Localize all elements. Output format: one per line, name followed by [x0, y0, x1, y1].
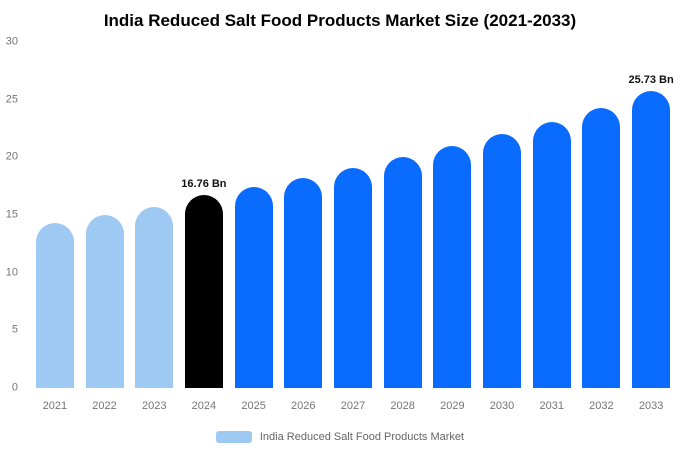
bar-slot-2026: 2026 [278, 42, 328, 412]
bar-2030 [483, 134, 522, 388]
bar-slot-2022: 2022 [80, 42, 130, 412]
bar-slot-2021: 2021 [30, 42, 80, 412]
bar-2021 [35, 223, 74, 388]
bar-2032 [582, 107, 621, 388]
bar-slot-2032: 2032 [577, 42, 627, 412]
x-axis-label-2027: 2027 [340, 400, 366, 412]
bar-slot-2023: 2023 [129, 42, 179, 412]
bar-slot-2031: 2031 [527, 42, 577, 412]
bar-2031 [532, 121, 571, 388]
bar-2027 [333, 167, 372, 388]
bar-2025 [234, 187, 273, 388]
y-axis-tick-label: 20 [5, 150, 18, 163]
x-axis-label-2025: 2025 [241, 400, 266, 412]
x-axis-label-2028: 2028 [390, 400, 415, 412]
x-axis-label-2032: 2032 [589, 400, 614, 412]
legend-label: India Reduced Salt Food Products Market [259, 431, 465, 443]
x-axis-label-2031: 2031 [539, 400, 564, 412]
bar-2022 [85, 215, 124, 388]
bar-slot-2029: 2029 [428, 42, 478, 412]
y-axis: 0 5 10 15 20 25 30 [0, 36, 18, 393]
x-axis-label-2023: 2023 [141, 400, 167, 412]
chart-title: India Reduced Salt Food Products Market … [103, 11, 577, 30]
plot-area: 0 5 10 15 20 25 30 2021 2022 2023 16.76 Bn 2024 202… [0, 36, 680, 412]
y-axis-tick-label: 10 [5, 266, 18, 279]
bar-2026 [284, 178, 323, 388]
bar-slot-2033: 25.73 Bn 2033 [626, 42, 676, 412]
x-axis-label-2022: 2022 [92, 400, 117, 412]
bar-value-label-2024: 16.76 Bn [181, 177, 227, 190]
legend: India Reduced Salt Food Products Market [0, 431, 680, 443]
y-axis-tick-label: 15 [5, 208, 18, 221]
bar-2024 [184, 194, 223, 388]
x-axis-label-2021: 2021 [42, 400, 68, 412]
x-axis-label-2030: 2030 [489, 400, 515, 412]
bar-2023 [135, 206, 174, 388]
bar-slot-2028: 2028 [378, 42, 428, 412]
x-axis-label-2029: 2029 [440, 400, 465, 412]
bar-2029 [433, 145, 472, 388]
x-axis-label-2024: 2024 [191, 400, 217, 412]
bar-slot-2027: 2027 [328, 42, 378, 412]
y-axis-tick-label: 0 [11, 381, 18, 394]
bar-slot-2030: 2030 [477, 42, 527, 412]
bars-container: 2021 2022 2023 16.76 Bn 2024 2025 2026 2027 2028… [30, 42, 676, 412]
bar-slot-2024: 16.76 Bn 2024 [179, 42, 229, 412]
x-axis-label-2033: 2033 [638, 400, 664, 412]
y-axis-tick-label: 5 [11, 323, 18, 336]
bar-value-label-2033: 25.73 Bn [628, 74, 674, 87]
bar-2028 [383, 157, 422, 388]
y-axis-tick-label: 25 [5, 93, 18, 106]
legend-swatch [215, 431, 252, 443]
x-axis-label-2026: 2026 [291, 400, 316, 412]
bar-2033 [632, 91, 671, 388]
bar-slot-2025: 2025 [229, 42, 279, 412]
y-axis-tick-label: 30 [5, 35, 18, 48]
